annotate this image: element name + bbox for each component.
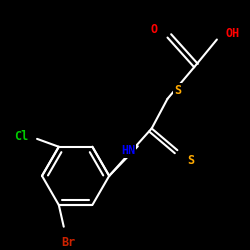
Text: HN: HN: [121, 144, 135, 157]
Text: Br: Br: [62, 236, 76, 249]
Text: S: S: [188, 154, 195, 166]
Text: O: O: [150, 23, 157, 36]
Text: OH: OH: [226, 27, 240, 40]
Text: HN: HN: [121, 144, 135, 157]
Text: S: S: [174, 84, 181, 98]
Text: Cl: Cl: [14, 130, 28, 143]
